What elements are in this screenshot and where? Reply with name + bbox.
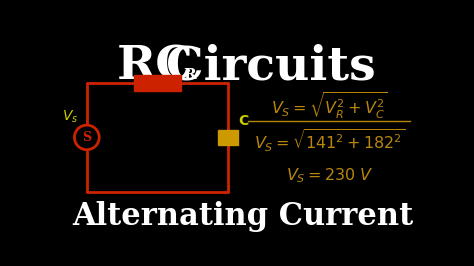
Text: Alternating Current: Alternating Current [73, 201, 413, 232]
Text: S: S [82, 131, 91, 144]
Text: $V_S = 230\;V$: $V_S = 230\;V$ [286, 166, 373, 185]
Bar [134, 76, 182, 91]
Ellipse shape [74, 125, 99, 150]
Text: RC: RC [116, 44, 193, 90]
Text: C: C [238, 114, 248, 128]
Text: R: R [183, 68, 196, 82]
Text: $V_S = \sqrt{141^2 + 182^2}$: $V_S = \sqrt{141^2 + 182^2}$ [254, 127, 405, 154]
Text: Circuits: Circuits [165, 44, 375, 90]
Bar [218, 130, 238, 145]
Text: $V_s$: $V_s$ [62, 109, 79, 125]
Text: $V_S = \sqrt{V_R^2 + V_C^2}$: $V_S = \sqrt{V_R^2 + V_C^2}$ [271, 90, 388, 121]
